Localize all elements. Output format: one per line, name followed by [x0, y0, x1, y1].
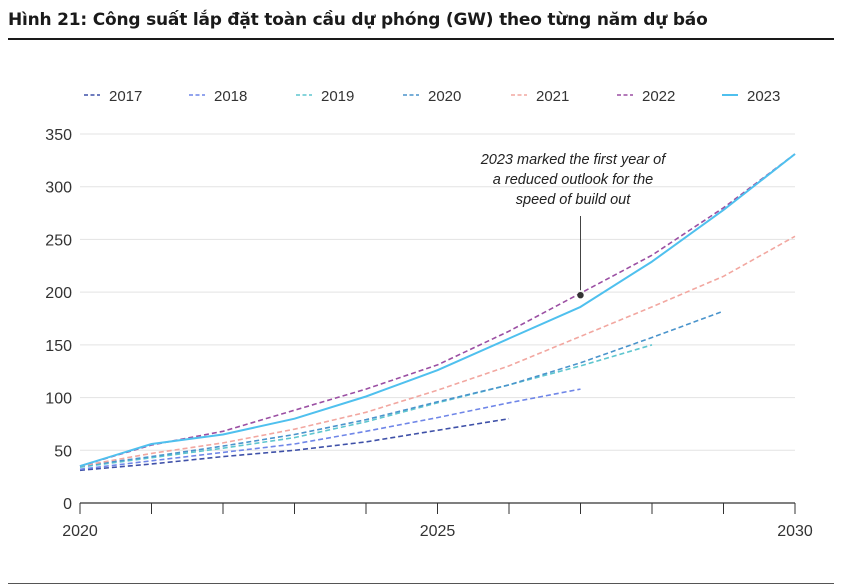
- series-line-2020: [79, 310, 724, 467]
- bottom-rule: [8, 583, 834, 584]
- y-tick-label-200: 200: [45, 285, 72, 302]
- figure-title: Hình 21: Công suất lắp đặt toàn cầu dự p…: [8, 10, 708, 30]
- x-tick-label-2030: 2030: [777, 523, 813, 540]
- y-tick-label-150: 150: [45, 338, 72, 355]
- y-axis-ticks: 0 50 100 150 200 250 300 350: [45, 127, 72, 513]
- x-axis: 2020 2025 2030: [62, 502, 813, 540]
- x-tick-label-2020: 2020: [62, 523, 98, 540]
- legend-label-2022: 2022: [642, 88, 675, 105]
- legend-label-2023: 2023: [747, 88, 780, 105]
- series-line-2018: [79, 388, 581, 471]
- x-tick-label-2025: 2025: [420, 523, 456, 540]
- annotation-line-2: a reduced outlook for the: [493, 172, 653, 188]
- legend-label-2017: 2017: [109, 88, 142, 105]
- series-line-2023: [79, 153, 796, 468]
- y-tick-label-250: 250: [45, 232, 72, 249]
- legend-label-2021: 2021: [536, 88, 569, 105]
- legend: 2017 2018 2019 2020 2021 2022 2023: [84, 88, 780, 105]
- top-rule: [8, 38, 834, 40]
- legend-label-2020: 2020: [428, 88, 461, 105]
- series-line-2017: [79, 417, 510, 472]
- y-tick-label-50: 50: [54, 443, 72, 460]
- annotation-marker: [577, 291, 584, 299]
- series-line-2021: [79, 235, 796, 467]
- annotation-line-3: speed of build out: [516, 192, 631, 208]
- y-tick-label-350: 350: [45, 127, 72, 144]
- y-tick-label-100: 100: [45, 391, 72, 408]
- series-line-2019: [79, 344, 653, 468]
- annotation-line-1: 2023 marked the first year of: [480, 152, 668, 168]
- series-line-2022: [79, 153, 796, 467]
- legend-label-2019: 2019: [321, 88, 354, 105]
- y-tick-label-300: 300: [45, 180, 72, 197]
- y-tick-label-0: 0: [63, 496, 72, 513]
- series-lines: [79, 153, 796, 472]
- legend-label-2018: 2018: [214, 88, 247, 105]
- annotation: 2023 marked the first year of a reduced o…: [480, 152, 668, 299]
